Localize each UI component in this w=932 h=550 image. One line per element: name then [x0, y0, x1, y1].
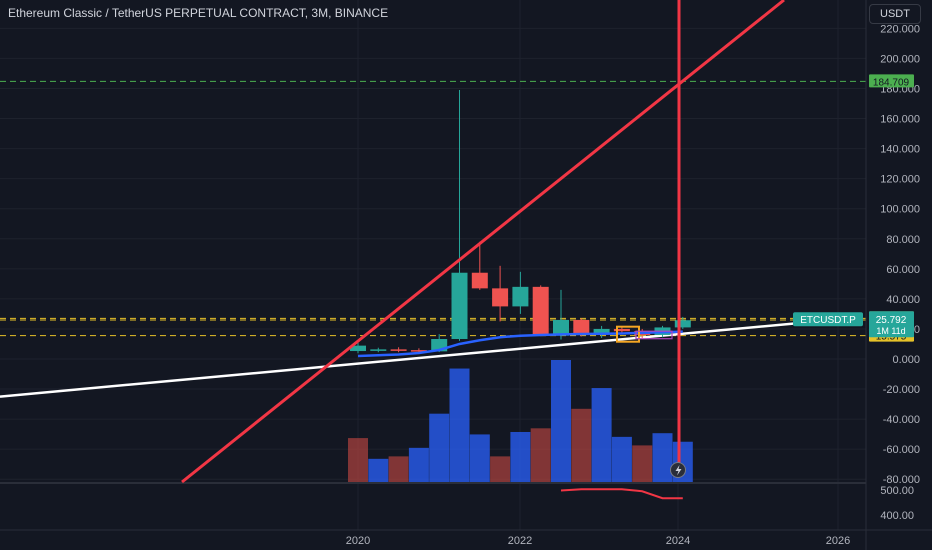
candle-body	[613, 328, 630, 332]
price-tick-label: 80.000	[886, 234, 920, 246]
chart-title: Ethereum Classic / TetherUS PERPETUAL CO…	[8, 6, 389, 20]
volume-bar	[652, 433, 673, 482]
candle-body	[674, 320, 691, 328]
volume-bar	[591, 388, 612, 482]
candle-body	[512, 286, 529, 307]
candle-body	[471, 272, 488, 289]
price-tick-label: 60.000	[886, 264, 920, 276]
red-diagonal-line	[181, 0, 785, 484]
time-tick-label: 2020	[346, 535, 370, 547]
candle-body	[553, 319, 569, 336]
candle-body	[451, 272, 468, 340]
price-tick-label: 140.000	[880, 144, 920, 156]
price-tick-label: -20.000	[883, 384, 920, 396]
candle-body	[350, 345, 366, 352]
candle-body	[370, 349, 387, 351]
price-tick-label: 0.000	[892, 354, 920, 366]
volume-bar	[469, 434, 490, 482]
time-tick-label: 2022	[508, 535, 532, 547]
price-tick-label: 120.000	[880, 174, 920, 186]
last-price-tag	[869, 311, 914, 338]
price-tick-label: -80.000	[883, 474, 920, 486]
volume-bar	[429, 413, 450, 482]
price-tick-label: 220.000	[880, 23, 920, 35]
volume-bar	[551, 360, 571, 482]
volume-bar	[388, 456, 409, 482]
candle-body	[532, 286, 549, 336]
lower-tick-label: 400.00	[880, 510, 914, 522]
highlight-box	[616, 325, 640, 343]
last-price-value: 25.792	[876, 315, 907, 326]
trend-line	[0, 319, 821, 398]
candle-body	[573, 319, 590, 335]
volume-bar	[571, 408, 592, 482]
price-axis-bg	[866, 0, 932, 550]
moving-average-line	[357, 330, 683, 358]
lower-indicator-line	[560, 488, 683, 500]
symbol-pill	[793, 312, 863, 327]
lightning-icon-glyph	[675, 465, 682, 476]
price-tick-label: 40.000	[886, 294, 920, 306]
candle-body	[390, 349, 407, 351]
volume-bar	[490, 456, 511, 482]
symbol-label: ETCUSDT.P	[800, 315, 856, 326]
currency-selector[interactable]: USDT	[869, 4, 921, 24]
highlight-box	[635, 330, 673, 340]
time-tick-label: 2026	[826, 535, 850, 547]
volume-bar	[368, 458, 389, 482]
price-tick-label: -40.000	[883, 414, 920, 426]
volume-bar	[348, 438, 368, 482]
price-tick-label: 160.000	[880, 114, 920, 126]
candle-body	[593, 328, 610, 335]
time-tick-label: 2024	[666, 535, 690, 547]
volume-bar	[632, 445, 653, 482]
level-price-label: 184.709	[873, 77, 910, 88]
volume-bar	[611, 436, 632, 482]
price-tick-label: 100.000	[880, 204, 920, 216]
volume-bar	[510, 431, 531, 482]
price-tick-label: 200.000	[880, 53, 920, 65]
level-price-tag	[869, 74, 914, 88]
volume-bar	[408, 447, 429, 482]
volume-bar	[530, 428, 551, 482]
candle-body	[492, 288, 509, 307]
bar-countdown: 1M 11d	[876, 326, 905, 336]
candle-body	[410, 350, 427, 352]
lower-tick-label: 500.00	[880, 485, 914, 497]
price-tick-label: -60.000	[883, 444, 920, 456]
volume-bar	[449, 368, 470, 482]
